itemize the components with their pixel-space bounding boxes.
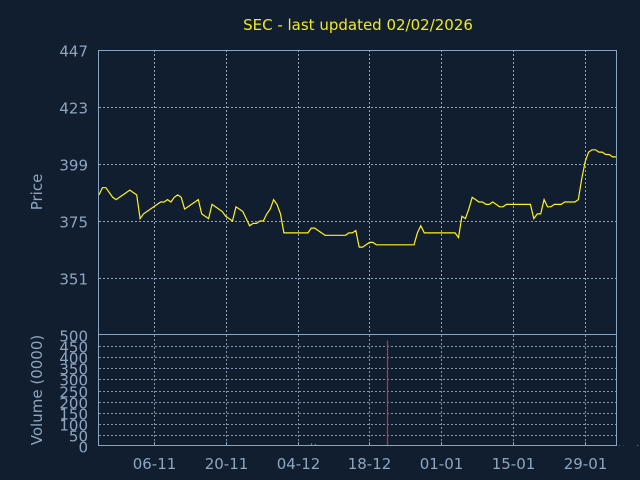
x-tick-label: 15-01 — [492, 455, 536, 473]
volume-y-tick-label: 250 — [59, 384, 88, 402]
volume-y-tick-label: 350 — [59, 361, 88, 379]
volume-y-tick-label: 0 — [78, 439, 88, 457]
price-y-tick-label: 351 — [59, 271, 88, 289]
volume-y-tick-label: 200 — [59, 395, 88, 413]
volume-panel-frame — [98, 334, 617, 446]
price-series-line — [98, 149, 616, 248]
volume-axis-label: Volume (0000) — [28, 335, 46, 445]
x-axis-ticks: 06-11 20-11 04-12 18-12 01-01 15-01 29-01 — [133, 442, 608, 473]
price-y-tick-label: 375 — [59, 214, 88, 232]
price-y-tick-label: 447 — [59, 43, 88, 61]
volume-y-tick-label: 500 — [59, 328, 88, 346]
x-tick-label: 06-11 — [133, 455, 177, 473]
x-tick-label: 29-01 — [564, 455, 608, 473]
price-panel-frame — [98, 50, 617, 335]
volume-y-tick-label: 50 — [69, 428, 88, 446]
x-tick-label: 18-12 — [348, 455, 392, 473]
chart-title: SEC - last updated 02/02/2026 — [243, 16, 473, 34]
x-tick-label: 04-12 — [277, 455, 321, 473]
volume-y-tick-label: 400 — [59, 350, 88, 368]
x-tick-label: 01-01 — [420, 455, 464, 473]
volume-y-tick-label: 150 — [59, 406, 88, 424]
price-grid — [99, 50, 616, 335]
price-y-ticks: 447 423 399 375 351 — [59, 43, 88, 289]
price-y-tick-label: 423 — [59, 100, 88, 118]
x-tick-label: 20-11 — [205, 455, 249, 473]
volume-grid — [99, 335, 616, 446]
price-y-tick-label: 399 — [59, 157, 88, 175]
volume-y-tick-label: 100 — [59, 417, 88, 435]
price-axis-label: Price — [28, 174, 46, 211]
volume-bars — [108, 340, 640, 446]
volume-y-tick-label: 450 — [59, 339, 88, 357]
volume-y-tick-label: 300 — [59, 372, 88, 390]
